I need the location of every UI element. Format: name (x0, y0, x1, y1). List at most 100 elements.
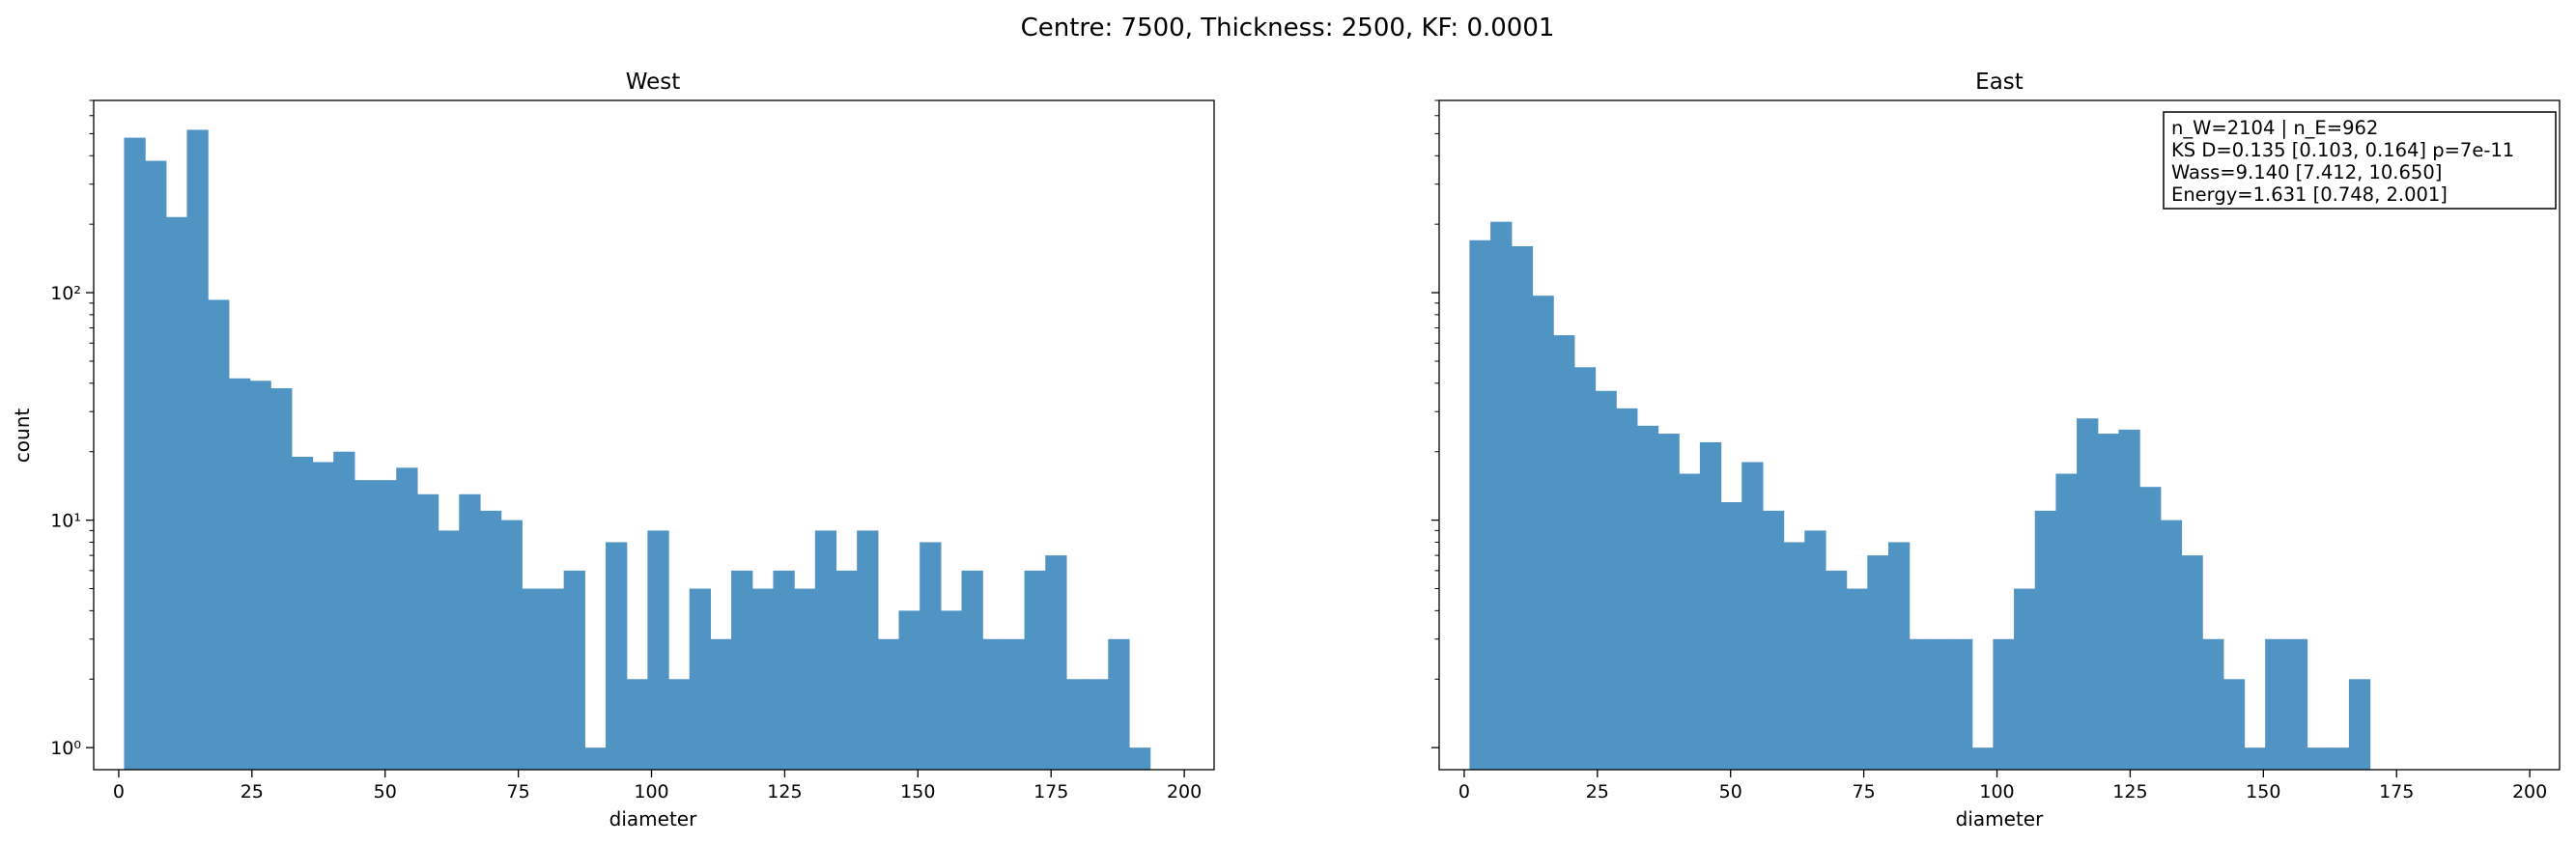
east-histogram-bar (2244, 747, 2266, 770)
east-histogram-bar (2202, 638, 2224, 770)
east-histogram-bar (2222, 679, 2246, 770)
east-histogram-bar (2181, 555, 2203, 770)
west-x-tick-label: 175 (1033, 781, 1068, 803)
west-histogram-bar (898, 610, 920, 770)
east-histogram-bar (1532, 296, 1554, 770)
east-histogram-bar (1490, 221, 1513, 770)
west-histogram-bar (773, 570, 795, 770)
west-histogram-bar (312, 462, 334, 770)
east-histogram-bar (1657, 434, 1680, 770)
east-x-axis-label: diameter (1956, 807, 2044, 831)
west-histogram-bar (563, 570, 585, 770)
west-histogram-bar (1003, 638, 1026, 770)
west-histogram-bar (396, 467, 418, 770)
west-y-tick-label: 10¹ (50, 511, 81, 532)
east-histogram-bar (1762, 510, 1785, 770)
east-x-tick-label: 200 (2512, 781, 2547, 803)
west-x-tick-label: 0 (113, 781, 125, 803)
west-histogram-bar (1087, 679, 1109, 770)
west-x-tick-label: 25 (241, 781, 264, 803)
east-ticks: 0 25 50 75 100 125 150 175 200 (1431, 99, 2547, 803)
west-panel-title: West (626, 70, 681, 95)
west-histogram-bar (1128, 747, 1151, 770)
west-x-tick-label: 200 (1167, 781, 1202, 803)
west-histogram-bar (459, 493, 481, 770)
west-histogram-bar (961, 570, 983, 770)
east-x-tick-label: 25 (1586, 781, 1609, 803)
stats-box-frame (2163, 111, 2557, 210)
east-bars (1469, 221, 2371, 771)
east-histogram-bar (1573, 367, 1597, 770)
west-histogram-bar (626, 679, 648, 770)
east-histogram-bar (2014, 588, 2036, 770)
west-axes-frame (93, 99, 1215, 771)
east-histogram-bar (1930, 638, 1952, 770)
east-histogram-bar (2265, 638, 2287, 770)
stats-box: n_W=2104 | n_E=962 KS D=0.135 [0.103, 0.… (2163, 111, 2557, 210)
west-histogram-bar (500, 520, 523, 770)
east-histogram-bar (1846, 588, 1868, 770)
west-histogram-bar (416, 493, 439, 770)
west-histogram-bar (877, 638, 900, 770)
east-histogram-bar (1741, 462, 1764, 770)
east-histogram-bar (1783, 542, 1805, 770)
west-histogram-bar (1065, 679, 1089, 770)
west-histogram-bar (542, 588, 565, 770)
west-histogram-bar (438, 530, 460, 770)
west-bars (124, 129, 1151, 771)
west-x-axis-label: diameter (609, 807, 697, 831)
west-histogram-bar (270, 388, 293, 770)
east-histogram-bar (1679, 473, 1701, 770)
west-histogram-bar (689, 588, 712, 770)
east-x-tick-label: 75 (1853, 781, 1876, 803)
west-histogram-bar (814, 530, 837, 770)
west-histogram-bar (375, 480, 397, 770)
west-histogram-bar (522, 588, 544, 770)
west-histogram-bar (145, 160, 167, 770)
west-x-tick-label: 100 (634, 781, 668, 803)
east-histogram-bar (1595, 390, 1617, 770)
east-histogram-bar (1804, 530, 1826, 770)
east-histogram-bar (1825, 570, 1848, 770)
east-histogram-bar (1636, 425, 1659, 770)
east-histogram-bar (2160, 520, 2183, 770)
east-histogram-bar (1887, 542, 1911, 770)
stats-line: n_W=2104 | n_E=962 (2171, 117, 2378, 139)
west-histogram-bar (731, 570, 753, 770)
east-x-tick-label: 125 (2112, 781, 2147, 803)
figure-suptitle: Centre: 7500, Thickness: 2500, KF: 0.000… (1021, 14, 1555, 42)
east-histogram-bar (1867, 555, 1889, 770)
west-histogram-bar (710, 638, 732, 770)
west-histogram-bar (857, 530, 879, 770)
stats-line: KS D=0.135 [0.103, 0.164] p=7e-11 (2171, 139, 2514, 161)
west-panel: West 0 25 50 75 100 125 150 175 200 10⁰ 10¹ 10² dia… (11, 70, 1215, 831)
west-histogram-bar (1108, 638, 1130, 770)
west-x-tick-label: 150 (900, 781, 935, 803)
east-histogram-bar (2055, 473, 2078, 770)
west-x-tick-label: 75 (507, 781, 530, 803)
west-y-tick-label: 10² (50, 283, 81, 304)
west-histogram-bar (584, 747, 607, 770)
east-histogram-bar (2097, 434, 2120, 770)
west-histogram-bar (1024, 570, 1046, 770)
east-x-tick-label: 50 (1719, 781, 1742, 803)
west-histogram-bar (291, 456, 314, 770)
west-ticks: 0 25 50 75 100 125 150 175 200 10⁰ 10¹ 10² (50, 99, 1202, 803)
stats-line: Energy=1.631 [0.748, 2.001] (2171, 183, 2448, 206)
west-histogram-bar (208, 299, 230, 770)
east-x-tick-label: 0 (1458, 781, 1470, 803)
east-histogram-bar (1971, 747, 1994, 770)
east-panel-title: East (1975, 70, 2024, 95)
east-histogram-bar (2348, 679, 2371, 770)
east-histogram-bar (2285, 638, 2308, 770)
west-histogram-bar (354, 480, 377, 770)
west-y-tick-label: 10⁰ (50, 738, 81, 759)
west-histogram-bar (835, 570, 858, 770)
east-histogram-bar (1951, 638, 1973, 770)
east-histogram-bar (1720, 501, 1742, 770)
east-x-tick-label: 150 (2246, 781, 2280, 803)
west-histogram-bar (920, 542, 942, 770)
west-histogram-bar (668, 679, 691, 770)
west-histogram-bar (479, 510, 502, 770)
